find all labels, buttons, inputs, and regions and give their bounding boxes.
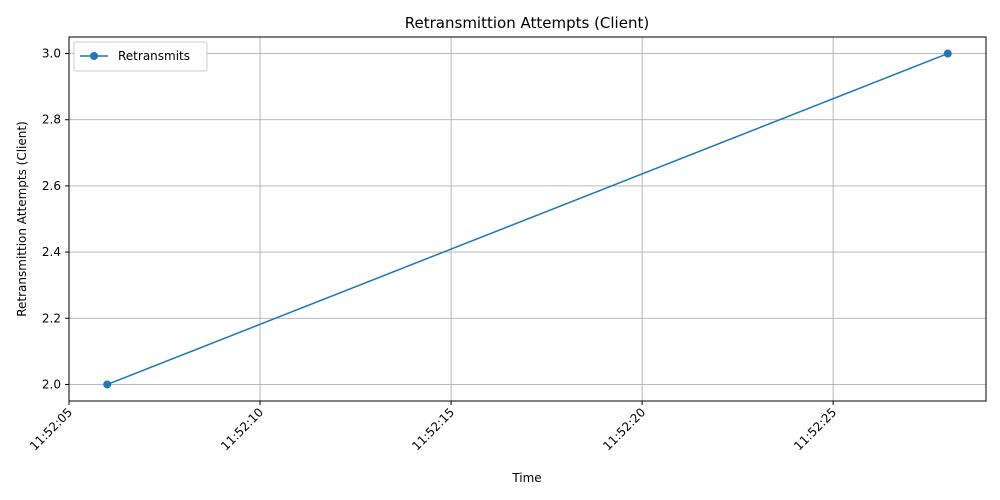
y-axis: 2.0 2.2 2.4 2.6 2.8 3.0 [42,47,69,391]
legend-label: Retransmits [118,49,190,63]
y-tick-label: 2.8 [42,113,61,127]
y-tick-label: 3.0 [42,47,61,61]
y-tick-label: 2.2 [42,311,61,325]
x-axis-label: Time [511,471,541,485]
chart-title: Retransmittion Attempts (Client) [405,14,649,32]
legend-box [73,41,208,72]
data-point [103,380,112,389]
y-axis-label: Retransmittion Attempts (Client) [15,121,29,317]
y-tick-label: 2.6 [42,179,61,193]
series-layer [103,49,952,389]
y-tick-label: 2.4 [42,245,61,259]
plot-frame [68,36,987,402]
legend: Retransmits [73,41,208,72]
grid-lines [68,37,986,401]
legend-marker [90,52,98,60]
data-point [943,49,952,58]
y-tick-label: 2.0 [42,377,61,391]
series-line [106,52,949,386]
